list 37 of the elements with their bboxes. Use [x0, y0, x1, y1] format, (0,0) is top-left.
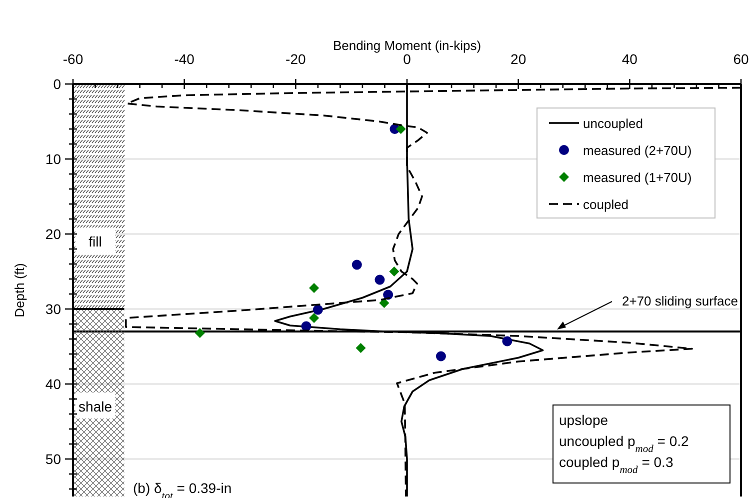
ref-line-label: 2+70 sliding surface [622, 294, 738, 308]
point [356, 343, 366, 353]
x-tick-label: -20 [286, 51, 306, 67]
point [309, 283, 320, 293]
y-tick-label: 40 [45, 376, 62, 392]
point [389, 266, 400, 276]
legend-label: measured (1+70U) [583, 170, 692, 185]
y-tick-label: 30 [45, 301, 62, 317]
x-tick-label: -40 [174, 51, 195, 67]
legend-label: uncoupled [583, 116, 643, 131]
annotation: coupled p$_{mod}$ = 0.3 [559, 454, 674, 476]
y-tick-label: 20 [45, 226, 62, 242]
point [396, 124, 406, 134]
legend-label: coupled [583, 197, 629, 212]
point [352, 260, 362, 270]
y-axis-title: Depth (ft) [12, 263, 27, 318]
point [502, 336, 512, 346]
annotation: uncoupled p$_{mod}$ = 0.2 [559, 433, 690, 454]
point [312, 304, 323, 315]
x-tick-label: 20 [510, 51, 526, 67]
legend-label: measured (2+70U) [583, 143, 692, 158]
x-tick-label: 60 [733, 51, 749, 67]
x-tick-label: 0 [403, 51, 412, 67]
point [374, 274, 385, 285]
point [379, 298, 390, 308]
annotation: upslope [559, 412, 608, 428]
point [436, 351, 446, 362]
annotation: fill [88, 234, 102, 250]
x-axis-title: Bending Moment (in-kips) [332, 38, 482, 53]
y-tick-label: 50 [45, 451, 62, 467]
annotation: shale [78, 398, 112, 414]
point [194, 328, 205, 338]
x-tick-label: -60 [62, 51, 84, 67]
point [309, 313, 320, 323]
y-tick-label: 10 [45, 151, 62, 167]
y-tick-label: 0 [53, 76, 62, 92]
x-tick-label: 40 [622, 51, 638, 67]
